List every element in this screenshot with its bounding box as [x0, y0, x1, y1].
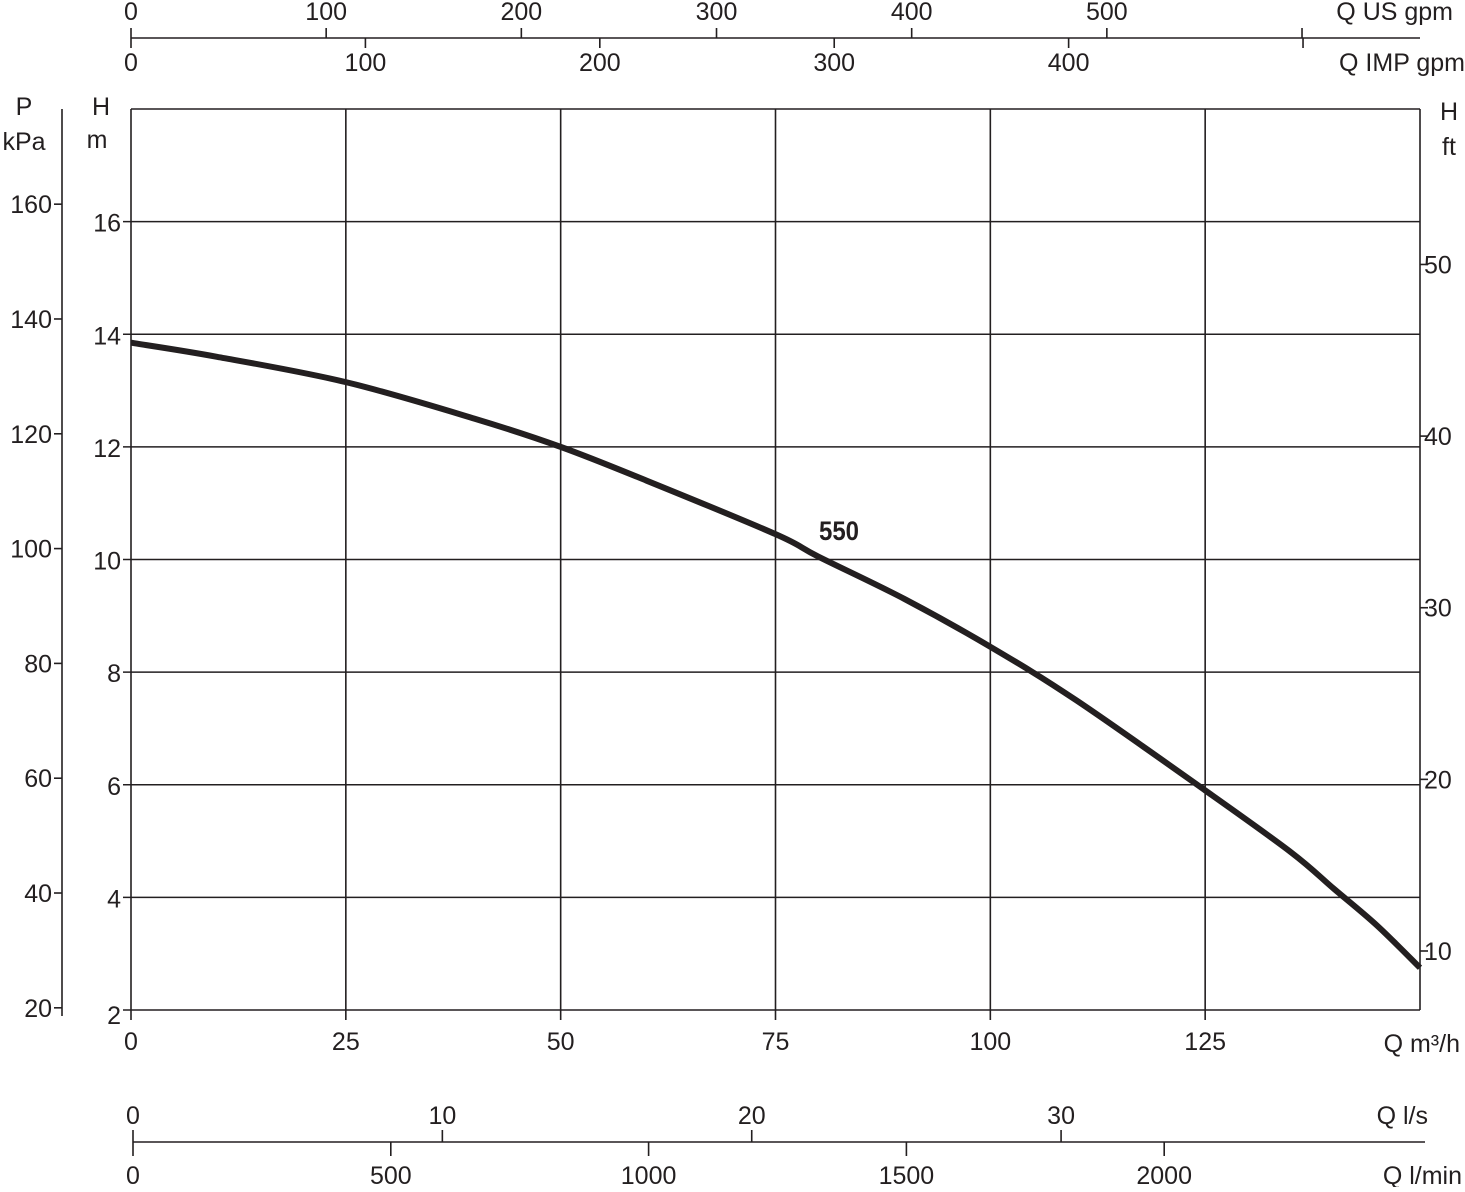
imp-gpm-tick-label: 300 [813, 49, 855, 77]
us-gpm-tick-label: 0 [124, 0, 138, 26]
pressure-tick-label: 100 [10, 536, 52, 564]
l-per-min-label: Q l/min [1383, 1162, 1462, 1187]
pressure-tick-label: 60 [24, 765, 52, 793]
imp-gpm-tick-label: 100 [345, 49, 387, 77]
y-left-symbol: H [92, 93, 110, 121]
pressure-tick-label: 40 [24, 880, 52, 908]
y-tick-label: 4 [107, 885, 121, 913]
y-tick-label: 2 [107, 1002, 121, 1030]
x-tick-label: 100 [969, 1028, 1011, 1056]
us-gpm-tick-label: 100 [305, 0, 347, 26]
us-gpm-tick-label: 400 [891, 0, 933, 26]
feet-tick-label: 50 [1424, 251, 1452, 279]
l-per-s-label: Q l/s [1377, 1102, 1428, 1130]
pressure-tick-label: 140 [10, 306, 52, 334]
y-tick-label: 6 [107, 773, 121, 801]
y-tick-label: 8 [107, 660, 121, 688]
y-right-symbol: H [1440, 98, 1458, 126]
pressure-tick-label: 20 [24, 995, 52, 1023]
l-per-s-tick-label: 30 [1047, 1102, 1075, 1130]
imp-gpm-tick-label: 400 [1048, 49, 1090, 77]
feet-tick-label: 30 [1424, 595, 1452, 623]
y-tick-label: 10 [93, 548, 121, 576]
us-gpm-tick-label: 300 [696, 0, 738, 26]
l-per-min-tick-label: 1000 [621, 1162, 677, 1187]
imp-gpm-tick-label: 200 [579, 49, 621, 77]
series-layer [130, 339, 1423, 970]
pressure-tick-label: 120 [10, 421, 52, 449]
pressure-symbol: P [16, 93, 33, 121]
feet-tick-label: 20 [1424, 766, 1452, 794]
feet-tick-label: 40 [1424, 423, 1452, 451]
x-tick-label: 50 [547, 1028, 575, 1056]
x-tick-label: 125 [1184, 1028, 1226, 1056]
l-per-s-tick-label: 0 [126, 1102, 140, 1130]
x-tick-label: 0 [124, 1028, 138, 1056]
l-per-min-tick-label: 500 [370, 1162, 412, 1187]
y-right-unit: ft [1442, 133, 1456, 161]
l-per-min-tick-label: 0 [126, 1162, 140, 1187]
imp-gpm-label: Q IMP gpm [1339, 49, 1465, 77]
us-gpm-tick-label: 200 [500, 0, 542, 26]
l-per-s-tick-label: 10 [428, 1102, 456, 1130]
x-tick-label: 25 [332, 1028, 360, 1056]
x-axis-label: Q m³/h [1384, 1030, 1460, 1058]
feet-tick-label: 10 [1424, 938, 1452, 966]
us-gpm-tick-label: 500 [1086, 0, 1128, 26]
y-tick-label: 12 [93, 435, 121, 463]
pressure-tick-label: 160 [10, 191, 52, 219]
l-per-s-tick-label: 20 [738, 1102, 766, 1130]
series-label: 550 [819, 516, 859, 546]
l-per-min-tick-label: 2000 [1136, 1162, 1192, 1187]
series-line-550 [130, 339, 1423, 970]
axes: 0 25 50 75 100 125246810121416204060801001201… [10, 0, 1452, 1190]
l-per-min-tick-label: 1500 [879, 1162, 935, 1187]
y-tick-label: 14 [93, 322, 121, 350]
y-tick-label: 16 [93, 210, 121, 238]
x-tick-label: 75 [762, 1028, 790, 1056]
y-left-unit: m [87, 126, 108, 154]
grid [123, 108, 1421, 1020]
pressure-unit: kPa [2, 128, 45, 156]
us-gpm-label: Q US gpm [1336, 0, 1453, 26]
pressure-tick-label: 80 [24, 650, 52, 678]
imp-gpm-tick-label: 0 [124, 49, 138, 77]
